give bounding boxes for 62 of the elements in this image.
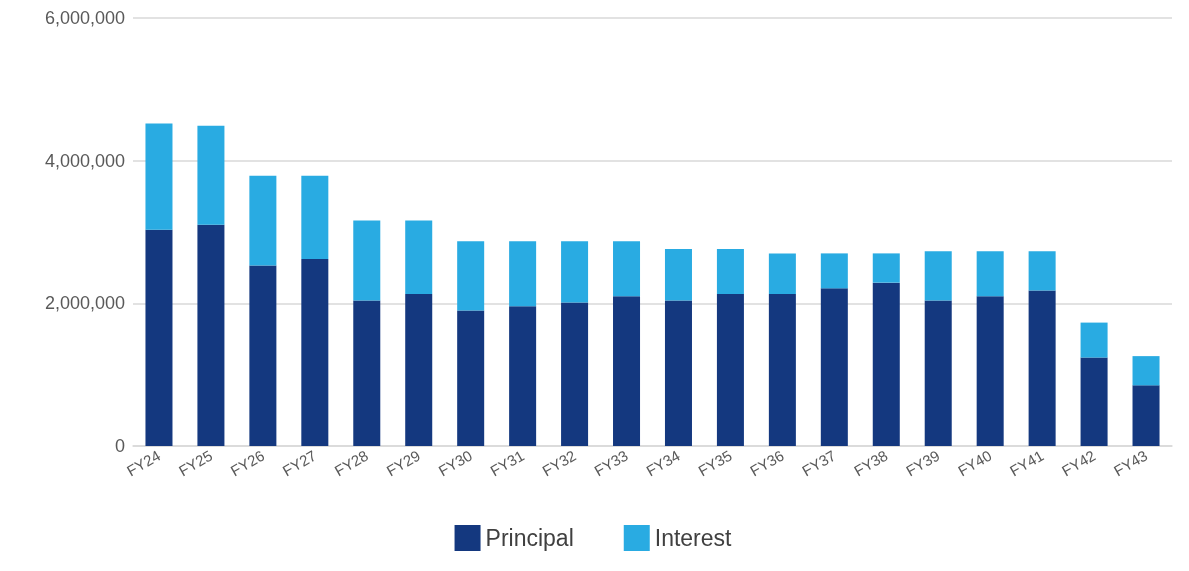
- bar: [1028, 251, 1056, 291]
- x-tick-label: FY39: [902, 446, 943, 480]
- x-tick-label: FY43: [1110, 446, 1151, 480]
- y-tick-label: 0: [114, 436, 125, 456]
- x-tick-label: FY30: [435, 446, 475, 480]
- bar: [820, 288, 848, 446]
- bar: [405, 294, 433, 446]
- y-tick-label: 4,000,000: [44, 150, 125, 171]
- bar: [405, 220, 433, 295]
- bar: [716, 294, 744, 446]
- y-tick-label: 2,000,000: [44, 293, 125, 314]
- bar: [1080, 357, 1108, 446]
- legend-label: Interest: [654, 525, 733, 551]
- x-tick-label: FY40: [954, 446, 995, 480]
- legend-label: Principal: [485, 525, 574, 551]
- bar: [613, 296, 641, 446]
- bar: [509, 306, 537, 446]
- x-tick-label: FY26: [227, 446, 268, 480]
- x-tick-label: FY41: [1006, 446, 1047, 480]
- x-tick-label: FY24: [123, 446, 164, 480]
- bar: [457, 241, 485, 311]
- bar: [924, 251, 952, 301]
- bar: [872, 253, 900, 283]
- bar: [457, 310, 485, 446]
- bar: [301, 259, 329, 446]
- bar: [924, 300, 952, 446]
- bar: [509, 241, 537, 307]
- bar: [1132, 356, 1160, 386]
- bar: [976, 296, 1004, 446]
- y-tick-label: 6,000,000: [44, 8, 125, 28]
- bar: [353, 220, 381, 301]
- x-tick-label: FY29: [383, 446, 423, 480]
- bar: [249, 265, 277, 446]
- bar: [197, 224, 225, 446]
- bar: [1080, 322, 1108, 358]
- bar: [664, 249, 692, 301]
- x-tick-label: FY32: [539, 446, 579, 480]
- bar: [976, 251, 1004, 297]
- bar: [664, 300, 692, 446]
- bar: [820, 253, 848, 289]
- bar: [1132, 385, 1160, 446]
- bar: [768, 294, 796, 446]
- x-tick-label: FY33: [591, 446, 631, 480]
- bar: [145, 123, 173, 230]
- x-tick-label: FY31: [487, 446, 527, 480]
- bar: [353, 300, 381, 446]
- x-tick-label: FY34: [643, 446, 683, 480]
- bar: [197, 125, 225, 225]
- bar: [561, 241, 589, 303]
- bar: [872, 282, 900, 446]
- bar: [301, 175, 329, 260]
- bar: [768, 253, 796, 295]
- x-tick-label: FY38: [851, 446, 891, 480]
- bar: [145, 229, 173, 446]
- x-tick-label: FY36: [747, 446, 787, 480]
- bar: [613, 241, 641, 297]
- bar: [716, 249, 744, 295]
- bar: [1028, 290, 1056, 446]
- bar: [249, 175, 277, 266]
- x-tick-label: FY42: [1058, 446, 1099, 480]
- bar: [561, 302, 589, 446]
- x-tick-label: FY28: [331, 446, 372, 480]
